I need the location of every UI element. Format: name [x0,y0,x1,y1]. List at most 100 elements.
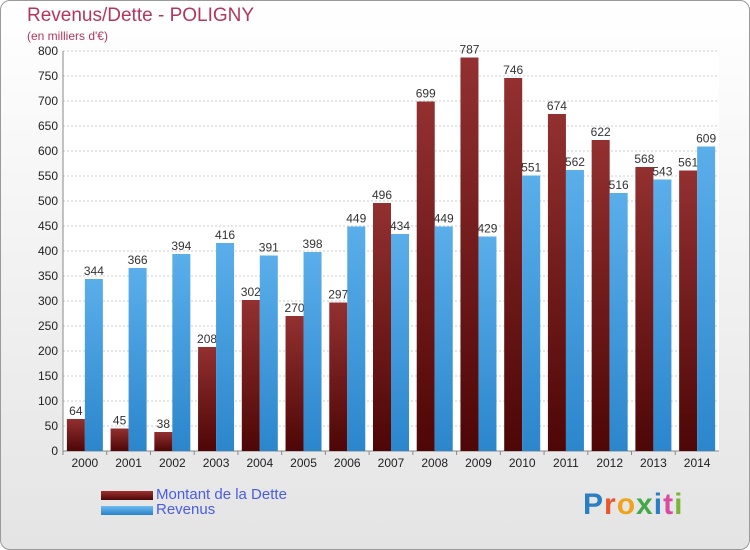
data-label: 391 [259,241,279,255]
x-tick-label: 2008 [421,456,448,470]
logo-letter: t [663,488,675,521]
y-tick-label: 450 [38,219,58,233]
data-label: 568 [634,152,654,166]
chart-subtitle: (en milliers d'€) [27,29,108,43]
bar-dette [635,167,654,451]
bar-dette [66,419,85,451]
bar-revenus [697,146,716,451]
data-label: 270 [285,301,305,315]
y-tick-label: 800 [38,44,58,58]
bar-dette [329,302,348,451]
bar-revenus [434,226,453,451]
data-label: 787 [459,43,479,57]
y-tick-label: 600 [38,144,58,158]
y-tick-label: 700 [38,94,58,108]
y-tick-label: 350 [38,269,58,283]
logo-letter: o [616,488,637,521]
x-tick-label: 2006 [334,456,361,470]
bar-dette [504,78,523,451]
x-tick-label: 2011 [553,456,579,470]
data-label: 449 [346,212,366,226]
data-label: 562 [565,155,585,169]
data-label: 746 [503,63,523,77]
y-tick-label: 0 [51,444,58,458]
data-label: 45 [113,414,127,428]
logo-letter: i [653,488,664,521]
bar-dette [154,432,173,451]
x-tick-label: 2009 [465,456,492,470]
x-tick-label: 2002 [159,456,186,470]
bar-dette [285,316,304,451]
bar-revenus [128,268,147,451]
bar-revenus [565,170,584,451]
y-tick-label: 250 [38,319,58,333]
y-tick-label: 100 [38,394,58,408]
data-label: 366 [128,253,148,267]
data-label: 609 [696,132,716,146]
data-label: 449 [434,212,454,226]
x-tick-label: 2007 [378,456,405,470]
data-label: 302 [241,285,261,299]
x-tick-label: 2012 [596,456,623,470]
x-tick-label: 2014 [684,456,711,470]
data-label: 398 [303,237,323,251]
data-label: 344 [84,264,104,278]
bar-dette [460,57,479,451]
logo-letter: r [604,488,617,521]
x-tick-label: 2003 [203,456,230,470]
logo-letter: i [674,488,684,521]
logo-letter: P [583,488,605,521]
data-label: 394 [171,239,191,253]
bar-revenus [478,236,497,451]
x-tick-label: 2013 [640,456,667,470]
chart-title: Revenus/Dette - POLIGNY [27,5,255,26]
bar-dette [416,101,435,451]
data-label: 622 [591,125,611,139]
y-tick-label: 550 [38,169,58,183]
x-tick-label: 2005 [290,456,317,470]
data-label: 674 [547,99,567,113]
data-label: 38 [157,417,171,431]
data-label: 297 [328,288,348,302]
y-tick-label: 300 [38,294,58,308]
data-label: 434 [390,219,410,233]
logo-letter: x [636,488,654,521]
bar-dette [373,203,391,451]
legend-label-revenus: Revenus [156,501,216,518]
legend-swatch-dette [101,491,153,500]
y-tick-label: 200 [38,344,58,358]
data-label: 416 [215,228,235,242]
y-tick-label: 400 [38,244,58,258]
bar-revenus [347,226,366,451]
data-label: 551 [521,161,541,175]
x-tick-label: 2010 [509,456,536,470]
data-label: 561 [678,156,698,170]
x-tick-label: 2000 [72,456,99,470]
bar-revenus [259,255,278,451]
data-label: 496 [372,188,392,202]
bar-dette [241,300,260,451]
bar-dette [198,347,217,451]
bar-revenus [653,179,672,451]
bar-dette [110,428,129,451]
bar-revenus [84,279,103,451]
bar-revenus [216,243,235,451]
data-label: 208 [197,332,217,346]
legend-label-dette: Montant de la Dette [156,486,287,503]
data-label: 699 [416,87,436,101]
bar-revenus [172,254,191,451]
y-tick-label: 500 [38,194,58,208]
bar-revenus [522,175,541,451]
bar-revenus [609,193,628,451]
data-label: 64 [69,404,83,418]
bar-revenus [303,252,322,451]
y-tick-label: 50 [45,419,59,433]
proxiti-logo: Proxiti [583,488,683,522]
legend-swatch-revenus [101,506,153,515]
x-tick-label: 2001 [115,456,142,470]
bar-dette [679,170,698,451]
y-tick-label: 150 [38,369,58,383]
x-tick-label: 2004 [246,456,273,470]
